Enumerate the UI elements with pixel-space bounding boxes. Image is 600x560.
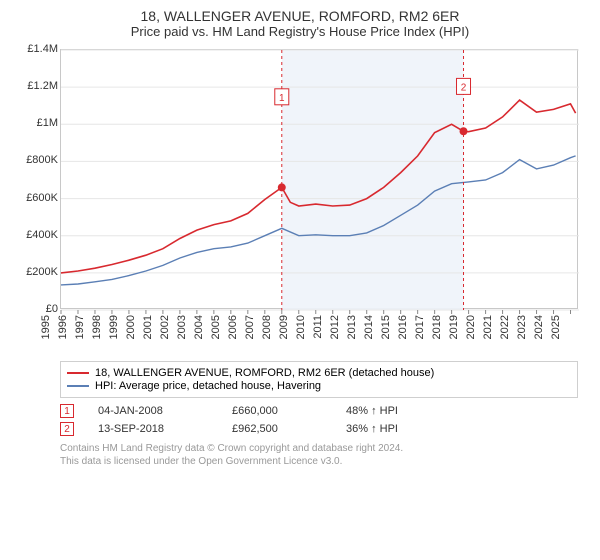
legend-label: 18, WALLENGER AVENUE, ROMFORD, RM2 6ER (…	[95, 367, 434, 379]
legend-label: HPI: Average price, detached house, Have…	[95, 380, 321, 392]
sale-marker: 1	[60, 404, 74, 418]
footer: Contains HM Land Registry data © Crown c…	[60, 442, 588, 468]
y-tick-label: £400K	[12, 229, 58, 241]
sale-delta: 48% ↑ HPI	[346, 405, 398, 417]
title-block: 18, WALLENGER AVENUE, ROMFORD, RM2 6ER P…	[12, 8, 588, 39]
plot-region: 12	[60, 49, 578, 309]
x-tick-label: 2025	[550, 315, 590, 339]
legend: 18, WALLENGER AVENUE, ROMFORD, RM2 6ER (…	[60, 361, 578, 398]
chart-area: £0£200K£400K£600K£800K£1M£1.2M£1.4M 12 1…	[12, 45, 588, 355]
y-tick-label: £600K	[12, 192, 58, 204]
y-tick-label: £1.4M	[12, 43, 58, 55]
legend-item: HPI: Average price, detached house, Have…	[67, 380, 571, 392]
footer-line2: This data is licensed under the Open Gov…	[60, 455, 588, 468]
sale-marker: 2	[60, 422, 74, 436]
title-line2: Price paid vs. HM Land Registry's House …	[12, 24, 588, 39]
y-tick-label: £1.2M	[12, 80, 58, 92]
footer-line1: Contains HM Land Registry data © Crown c…	[60, 442, 588, 455]
sale-date: 13-SEP-2018	[98, 423, 208, 435]
legend-swatch	[67, 372, 89, 374]
sale-date: 04-JAN-2008	[98, 405, 208, 417]
svg-text:2: 2	[461, 82, 467, 93]
chart-container: 18, WALLENGER AVENUE, ROMFORD, RM2 6ER P…	[0, 0, 600, 476]
y-tick-label: £200K	[12, 266, 58, 278]
y-tick-label: £800K	[12, 154, 58, 166]
sale-price: £660,000	[232, 405, 322, 417]
title-line1: 18, WALLENGER AVENUE, ROMFORD, RM2 6ER	[12, 8, 588, 24]
legend-item: 18, WALLENGER AVENUE, ROMFORD, RM2 6ER (…	[67, 367, 571, 379]
sale-row: 2 13-SEP-2018 £962,500 36% ↑ HPI	[60, 422, 588, 436]
sale-price: £962,500	[232, 423, 322, 435]
legend-swatch	[67, 385, 89, 387]
sale-delta: 36% ↑ HPI	[346, 423, 398, 435]
sales-table: 1 04-JAN-2008 £660,000 48% ↑ HPI 2 13-SEP-201…	[12, 404, 588, 436]
sale-row: 1 04-JAN-2008 £660,000 48% ↑ HPI	[60, 404, 588, 418]
plot-svg: 12	[61, 50, 579, 310]
y-tick-label: £0	[12, 303, 58, 315]
y-tick-label: £1M	[12, 117, 58, 129]
svg-text:1: 1	[279, 93, 285, 104]
